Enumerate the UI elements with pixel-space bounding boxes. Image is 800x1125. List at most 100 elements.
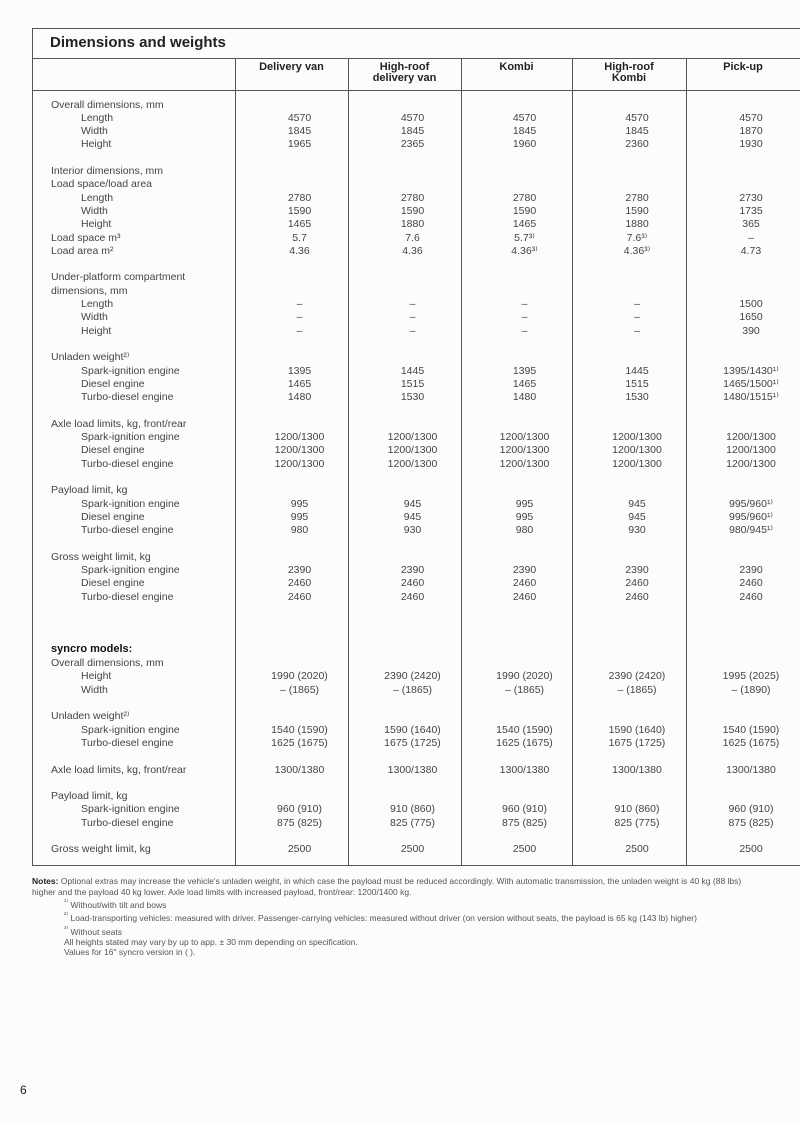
footnote-text: Load-transporting vehicles: measured wit… (70, 913, 697, 924)
cell: 825 (775) (614, 816, 660, 829)
cell: 2780 (400, 191, 425, 204)
cell: 1515 (400, 377, 425, 390)
row-label: Interior dimensions, mm (51, 165, 164, 177)
cell: 1650 (739, 311, 763, 324)
cell: – (1865) (617, 683, 657, 696)
cell: 7.6³⁾ (626, 231, 648, 244)
cell: 1465 (287, 377, 312, 390)
cell: 1845 (287, 125, 312, 138)
cell: 2460 (287, 590, 312, 603)
cell: – (1865) (279, 683, 320, 696)
rule (32, 865, 800, 866)
cell: 4.36³⁾ (511, 244, 538, 257)
cell: 390 (742, 324, 760, 337)
cell: 2780 (625, 191, 649, 204)
row-label: dimensions, mm (51, 284, 128, 297)
cell: 1735 (739, 204, 763, 217)
cell: 1300/1380 (726, 763, 776, 776)
cell: 1445 (625, 364, 649, 377)
cell: 5.7³⁾ (514, 231, 535, 244)
cell: 1930 (739, 138, 763, 151)
title: Dimensions and weights (50, 34, 226, 51)
column-header: Pick-up (723, 61, 763, 73)
cell: 2460 (287, 577, 312, 590)
row-label: Under-platform compartment (51, 271, 186, 284)
cell: 1960 (512, 138, 537, 151)
row-label: Spark-ignition engine (81, 364, 180, 377)
row-label: Spark-ignition engine (81, 497, 180, 510)
cell: 995 (515, 510, 534, 523)
cell: – (296, 324, 303, 337)
cell: 1590 (400, 204, 425, 217)
cell: 2460 (512, 590, 537, 603)
cell: 4.36³⁾ (623, 244, 651, 257)
row-label: Load space/load area (51, 178, 152, 191)
row-label: Height (81, 138, 112, 151)
row-label: Spark-ignition engine (81, 723, 180, 736)
row-label: Load area m² (51, 244, 114, 257)
row-label: Height (81, 218, 112, 231)
cell: 1200/1300 (726, 444, 776, 457)
cell: 4.36 (402, 244, 423, 257)
row-label: Height (81, 324, 112, 337)
cell: 1395 (512, 364, 537, 377)
row-label: Diesel engine (81, 377, 145, 390)
cell: 1465/1500¹⁾ (723, 377, 779, 390)
cell: 1465 (287, 218, 312, 231)
row-label: Payload limit, kg (51, 484, 128, 497)
cell: 2390 (512, 564, 537, 576)
row-label: Width (81, 683, 108, 696)
cell: 1465 (512, 218, 537, 231)
cell: 1590 (1640) (608, 723, 666, 736)
cell: 1530 (400, 391, 425, 404)
row-label: Spark-ignition engine (81, 431, 180, 443)
cell: – (521, 324, 528, 337)
cell: – (296, 311, 303, 324)
row-label: Turbo-diesel engine (81, 391, 174, 404)
cell: 1395/1430¹⁾ (723, 364, 779, 377)
cell: 1845 (400, 125, 425, 138)
row-label: Turbo-diesel engine (81, 524, 174, 537)
cell: 2390 (739, 564, 763, 576)
cell: 960 (910) (277, 803, 322, 816)
cell: 945 (403, 497, 422, 510)
row-label: Turbo-diesel engine (81, 590, 174, 603)
cell: 1200/1300 (387, 457, 438, 470)
row-label: Turbo-diesel engine (81, 816, 174, 829)
cell: 875 (825) (502, 816, 547, 829)
cell: 365 (742, 218, 760, 231)
rule (32, 28, 800, 29)
footnote-mark: ²⁾ (64, 911, 69, 920)
cell: – (634, 311, 640, 324)
section-heading: syncro models: (51, 642, 133, 655)
row-label: Width (81, 204, 108, 217)
cell: 1965 (287, 138, 312, 151)
cell: 910 (860) (390, 803, 435, 816)
cell: 960 (910) (728, 803, 774, 816)
column-header: Delivery van (259, 61, 324, 73)
cell: 2360 (625, 138, 649, 151)
cell: 2390 (400, 564, 425, 576)
cell: 960 (910) (502, 803, 547, 816)
cell: 4570 (625, 111, 649, 124)
rule (32, 90, 800, 91)
cell: 1845 (625, 125, 649, 138)
footnote-text: Without/with tilt and bows (70, 899, 167, 910)
cell: 4.36 (289, 244, 310, 257)
cell: 1590 (625, 204, 649, 217)
cell: – (409, 311, 416, 324)
cell: 1540 (1590) (496, 723, 553, 736)
cell: 2460 (739, 577, 763, 590)
cell: – (521, 311, 528, 324)
cell: 1480 (287, 391, 312, 404)
cell: 1590 (1640) (384, 723, 441, 736)
cell: – (521, 298, 528, 310)
cell: 1300/1380 (612, 763, 662, 776)
note-line: All heights stated may vary by up to app… (64, 936, 358, 947)
cell: 1675 (1725) (384, 736, 441, 749)
notes: Notes: Optional extras may increase the … (32, 876, 762, 958)
cell: 1200/1300 (612, 457, 662, 470)
cell: 4570 (400, 111, 425, 124)
cell: 1530 (625, 391, 649, 404)
cell: 1395 (287, 364, 312, 377)
